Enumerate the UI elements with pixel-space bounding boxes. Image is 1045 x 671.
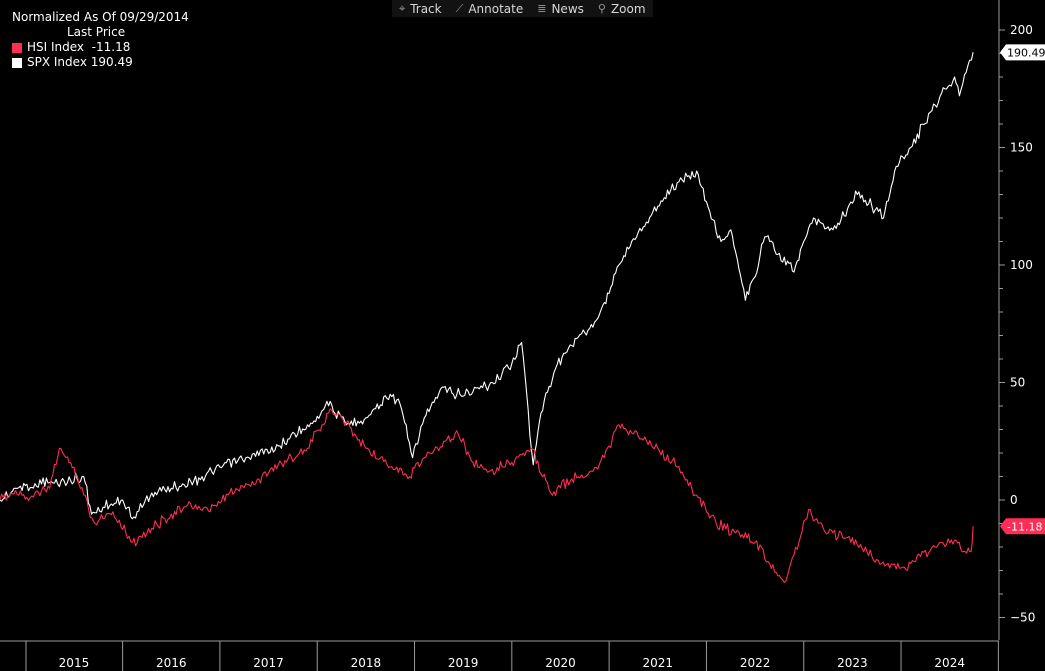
hsi-name: HSI Index	[27, 40, 85, 54]
y-tick-label: 100	[1010, 258, 1033, 272]
zoom-label: Zoom	[610, 1, 646, 16]
y-tick-label: 150	[1010, 141, 1033, 155]
x-tick-label: 2018	[351, 656, 382, 670]
legend-entry-hsi[interactable]: HSI Index -11.18	[12, 40, 189, 55]
y-ticks: −50 0 50 100 150 200	[999, 23, 1035, 625]
y-tick-label: 0	[1010, 493, 1018, 507]
spx-last-value-tag: 190.49	[1000, 44, 1045, 61]
x-ticks: 2015 2016 2017 2018 2019 2020 2021 2022 2023 2024	[25, 641, 999, 671]
x-tick-label: 2017	[253, 656, 284, 670]
magnifier-icon: ⚲	[597, 2, 606, 15]
news-icon: ≣	[537, 2, 547, 15]
spx-swatch	[12, 57, 22, 68]
zoom-button[interactable]: ⚲ Zoom	[591, 0, 653, 17]
x-tick-label: 2021	[643, 656, 674, 670]
news-button[interactable]: ≣ News	[530, 0, 591, 17]
spx-value: 190.49	[90, 55, 133, 69]
x-tick-label: 2016	[156, 656, 187, 670]
x-tick-label: 2022	[740, 656, 771, 670]
y-tick-label: 50	[1010, 376, 1025, 390]
legend-entry-spx[interactable]: SPX Index 190.49	[12, 55, 189, 70]
legend-title: Normalized As Of 09/29/2014	[12, 10, 189, 24]
track-button[interactable]: ⌖ Track	[392, 0, 449, 17]
x-tick-label: 2015	[59, 656, 90, 670]
chart-toolbar: ⌖ Track ⟋ Annotate ≣ News ⚲ Zoom	[392, 0, 653, 17]
plot-lines	[0, 52, 974, 583]
track-label: Track	[410, 1, 442, 16]
last-value-tag-bg	[1000, 44, 1045, 61]
news-label: News	[551, 1, 584, 16]
spx-name: SPX Index	[27, 55, 87, 69]
last-value-tag-bg	[1000, 518, 1045, 535]
hsi-series-line	[0, 408, 974, 583]
y-tick-label: −50	[1010, 611, 1035, 625]
crosshair-icon: ⌖	[399, 1, 406, 15]
hsi-last-value-tag: -11.18	[1000, 518, 1045, 535]
x-tick-label: 2024	[934, 656, 965, 670]
last-value-tag-text: -11.18	[1007, 520, 1042, 533]
hsi-value: -11.18	[91, 40, 131, 54]
annotate-label: Annotate	[468, 1, 524, 16]
legend-subtitle: Last Price	[67, 25, 126, 39]
chart-legend: Normalized As Of 09/29/2014 Last Price H…	[12, 10, 189, 70]
x-tick-label: 2023	[837, 656, 868, 670]
x-tick-label: 2020	[545, 656, 576, 670]
last-value-tag-text: 190.49	[1007, 46, 1045, 59]
pencil-icon: ⟋	[455, 1, 464, 15]
spx-series-line	[0, 52, 974, 520]
y-tick-label: 200	[1010, 23, 1033, 37]
hsi-swatch	[12, 42, 22, 53]
x-tick-label: 2019	[448, 656, 479, 670]
annotate-button[interactable]: ⟋ Annotate	[449, 0, 531, 17]
last-value-labels: 190.49 -11.18	[1000, 44, 1045, 535]
